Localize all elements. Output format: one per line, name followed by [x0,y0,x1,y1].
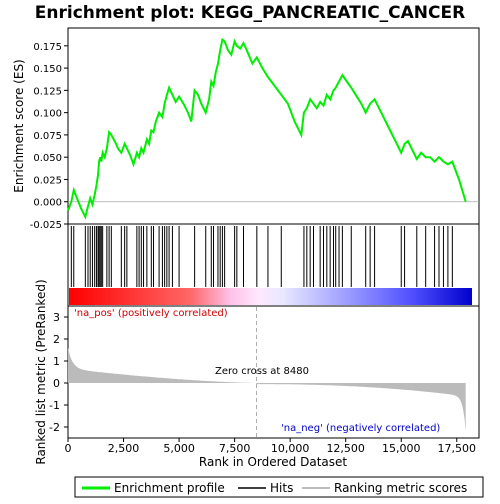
pos-correlated-label: 'na_pos' (positively correlated) [74,308,228,319]
x-tick-label: 0 [65,442,72,455]
es-ytick-label: -0.025 [30,220,62,231]
legend-hits-label: Hits [270,481,293,495]
metric-ytick-label: 0 [53,377,60,390]
zero-cross-annotation: Zero cross at 8480 [215,366,309,377]
es-ytick-label: 0.100 [33,109,62,120]
metric-ytick-label: -1 [49,399,60,412]
neg-correlated-label: 'na_neg' (negatively correlated) [281,423,440,434]
metric-ytick-label: -2 [49,421,60,434]
legend-frame [74,476,484,498]
es-ylabel: Enrichment score (ES) [12,59,26,192]
x-axis-label: Rank in Ordered Dataset [199,455,347,469]
es-ytick-label: 0.125 [33,86,62,97]
metric-ytick-label: 1 [53,355,60,368]
legend: Enrichment profile Hits Ranking metric s… [74,476,484,498]
es-ytick-label: 0.075 [33,131,62,142]
es-ytick-label: 0.175 [33,42,62,53]
chart-title: Enrichment plot: KEGG_PANCREATIC_CANCER [35,3,465,23]
legend-metric-label: Ranking metric scores [334,481,467,495]
es-ytick-label: 0.050 [33,153,62,164]
es-ytick-label: 0.000 [33,198,62,209]
es-ytick-label: 0.025 [33,175,62,186]
x-tick-label: 7,500 [219,442,251,455]
x-tick-label: 17,500 [438,442,477,455]
metric-ytick-label: 3 [53,311,60,324]
x-tick-label: 12,500 [326,442,365,455]
legend-enrichment-label: Enrichment profile [114,481,225,495]
x-tick-label: 15,000 [382,442,421,455]
metric-panel: -2 -1 0 1 2 3 Zero cross at 8480 'na_pos' (po… [34,279,480,465]
es-panel-frame [67,27,480,225]
hits-panel [67,223,480,307]
x-tick-label: 5,000 [163,442,195,455]
es-panel: -0.025 0.000 0.025 0.050 0.075 0.100 0.125 0.15… [12,27,480,231]
metric-ylabel: Ranked list metric (PreRanked) [34,279,48,464]
ranking-color-bar [69,288,472,305]
x-tick-label: 10,000 [271,442,310,455]
enrichment-profile-line [67,37,467,220]
x-tick-label: 2,500 [108,442,140,455]
es-ytick-label: 0.150 [33,64,62,75]
metric-ytick-label: 2 [53,333,60,346]
metric-panel-frame [67,305,480,439]
